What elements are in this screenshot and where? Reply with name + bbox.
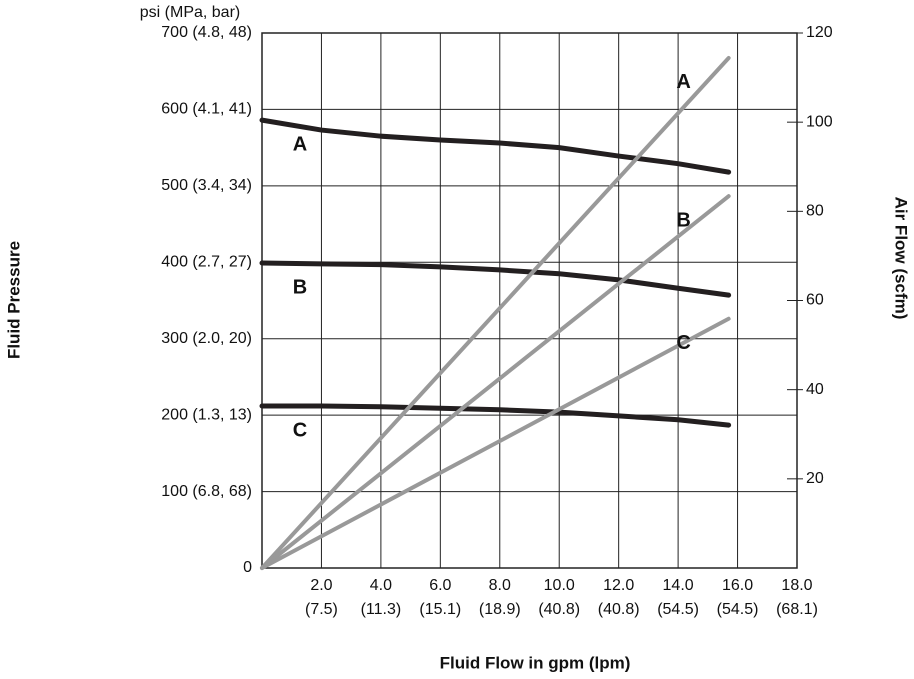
y2-tick-label: 100 bbox=[806, 113, 833, 130]
plot-frame bbox=[262, 33, 797, 568]
series-label: A bbox=[676, 71, 690, 93]
y-tick-label: 500 (3.4, 34) bbox=[161, 177, 252, 194]
x-tick-label: 2.0 bbox=[310, 577, 332, 594]
series-label: A bbox=[293, 133, 307, 155]
y-tick-label: 0 bbox=[243, 559, 252, 576]
y2-tick-label: 20 bbox=[806, 470, 824, 487]
y2-axis-title: Air Flow (scfm) bbox=[892, 197, 911, 320]
series-label: B bbox=[676, 209, 690, 231]
pressure-curve bbox=[262, 120, 729, 172]
y-tick-label: 700 (4.8, 48) bbox=[161, 24, 252, 41]
x-tick-label: 12.0 bbox=[603, 577, 634, 594]
x-tick-label: 4.0 bbox=[370, 577, 392, 594]
x-tick-label: 6.0 bbox=[429, 577, 451, 594]
series-label: B bbox=[293, 276, 307, 298]
x-tick-sublabel: (18.9) bbox=[479, 601, 521, 618]
y2-tick-label: 40 bbox=[806, 381, 824, 398]
x-tick-sublabel: (40.8) bbox=[538, 601, 580, 618]
page: {"chart_data": {"type": "line", "y_unit"… bbox=[0, 0, 914, 679]
y2-tick-label: 60 bbox=[806, 292, 824, 309]
x-tick-label: 14.0 bbox=[663, 577, 694, 594]
y-tick-label: 300 (2.0, 20) bbox=[161, 330, 252, 347]
x-tick-label: 16.0 bbox=[722, 577, 753, 594]
y2-tick-label: 120 bbox=[806, 24, 833, 41]
y-axis-title: Fluid Pressure bbox=[4, 241, 23, 359]
pressure-curve bbox=[262, 263, 729, 295]
y-unit: psi (MPa, bar) bbox=[140, 4, 240, 21]
x-tick-label: 8.0 bbox=[489, 577, 511, 594]
series-label: C bbox=[676, 332, 690, 354]
x-tick-sublabel: (40.8) bbox=[598, 601, 640, 618]
chart: psi (MPa, bar) Fluid Pressure Air Flow (… bbox=[0, 0, 914, 679]
y-tick-label: 200 (1.3, 13) bbox=[161, 406, 252, 423]
x-tick-sublabel: (54.5) bbox=[657, 601, 699, 618]
y2-tick-label: 80 bbox=[806, 203, 824, 220]
y-tick-label: 100 (6.8, 68) bbox=[161, 483, 252, 500]
x-tick-label: 10.0 bbox=[544, 577, 575, 594]
x-tick-sublabel: (11.3) bbox=[361, 601, 402, 618]
x-tick-sublabel: (7.5) bbox=[305, 601, 338, 618]
x-tick-sublabel: (68.1) bbox=[776, 601, 818, 618]
y-tick-label: 400 (2.7, 27) bbox=[161, 254, 252, 271]
y-tick-label: 600 (4.1, 41) bbox=[161, 101, 252, 118]
x-tick-sublabel: (15.1) bbox=[419, 601, 461, 618]
air-flow-line bbox=[262, 319, 729, 568]
air-flow-line bbox=[262, 196, 729, 568]
series-label: C bbox=[293, 419, 307, 441]
x-tick-label: 18.0 bbox=[781, 577, 812, 594]
x-tick-sublabel: (54.5) bbox=[717, 601, 759, 618]
x-axis-title: Fluid Flow in gpm (lpm) bbox=[440, 653, 631, 672]
